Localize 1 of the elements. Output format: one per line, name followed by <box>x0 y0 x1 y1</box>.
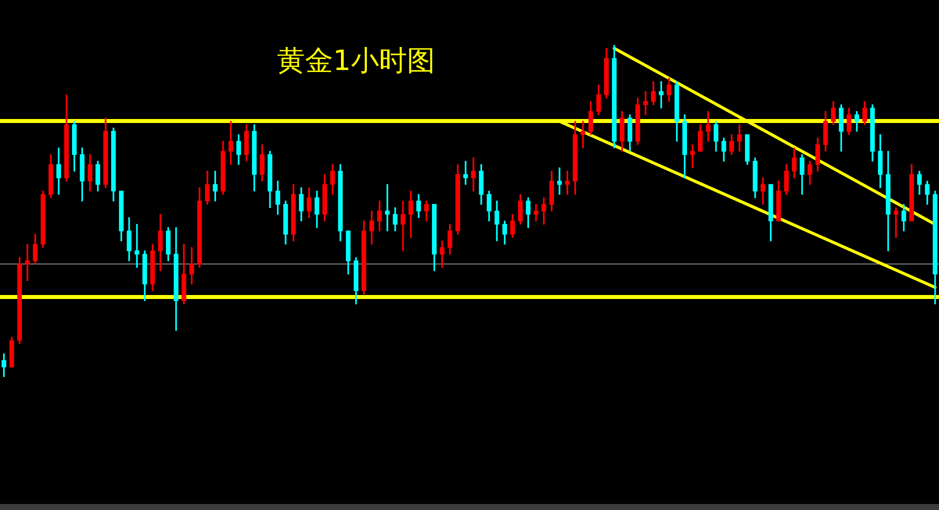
chart-title: 黄金1小时图 <box>277 44 435 77</box>
